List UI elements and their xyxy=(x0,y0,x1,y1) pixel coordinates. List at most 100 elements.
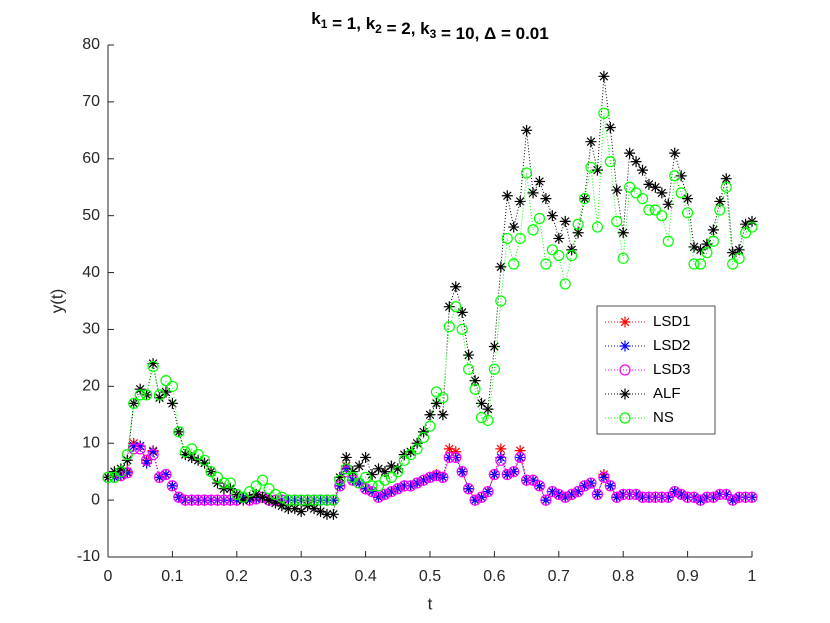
marker xyxy=(392,483,404,495)
marker xyxy=(521,124,533,136)
marker xyxy=(450,301,462,313)
marker xyxy=(211,477,223,489)
marker xyxy=(649,181,661,193)
x-tick-label: 0.2 xyxy=(226,568,248,585)
marker xyxy=(257,491,269,503)
y-tick-label: 70 xyxy=(82,93,100,110)
marker xyxy=(102,471,114,483)
marker xyxy=(475,412,488,424)
marker xyxy=(295,505,307,517)
marker xyxy=(128,440,140,452)
marker xyxy=(463,483,475,495)
series-line xyxy=(108,113,753,501)
marker xyxy=(463,349,475,361)
marker xyxy=(514,232,526,245)
y-tick-label: 60 xyxy=(82,150,100,167)
marker xyxy=(379,466,391,478)
marker xyxy=(385,460,397,472)
marker xyxy=(540,193,552,205)
marker xyxy=(619,412,631,424)
marker xyxy=(617,488,629,501)
marker xyxy=(160,375,172,387)
marker xyxy=(308,503,320,515)
marker xyxy=(211,471,224,483)
marker xyxy=(340,463,352,475)
marker xyxy=(121,454,133,466)
marker xyxy=(115,470,127,482)
marker xyxy=(327,494,339,506)
marker xyxy=(443,443,455,455)
marker xyxy=(688,258,700,270)
legend: LSD1 LSD2 LSD3 ALF NS xyxy=(596,305,716,435)
marker xyxy=(630,156,642,168)
x-tick-label: 0.9 xyxy=(676,568,698,585)
marker xyxy=(154,392,166,404)
y-tick-label: 50 xyxy=(82,207,100,224)
marker xyxy=(533,480,546,492)
marker xyxy=(662,198,674,210)
marker xyxy=(192,449,204,461)
marker xyxy=(733,491,745,503)
marker xyxy=(675,488,687,500)
marker xyxy=(160,386,172,398)
marker xyxy=(643,491,655,503)
marker xyxy=(205,494,217,506)
marker xyxy=(675,170,687,182)
marker xyxy=(643,491,655,503)
marker xyxy=(379,488,391,500)
marker xyxy=(437,471,449,483)
marker xyxy=(347,466,359,478)
marker xyxy=(456,323,468,336)
marker xyxy=(662,235,674,247)
marker xyxy=(559,491,571,503)
marker xyxy=(147,446,159,458)
marker xyxy=(276,500,288,512)
marker xyxy=(520,167,533,179)
marker xyxy=(482,414,494,427)
marker xyxy=(134,443,146,455)
marker xyxy=(424,409,436,421)
marker xyxy=(108,471,121,483)
marker xyxy=(327,508,339,520)
marker xyxy=(553,232,565,244)
legend-label: NS xyxy=(653,409,674,426)
marker xyxy=(289,494,301,506)
marker xyxy=(379,488,391,501)
marker xyxy=(218,483,230,495)
marker xyxy=(385,485,397,498)
marker xyxy=(527,187,539,199)
marker xyxy=(585,161,597,173)
marker xyxy=(746,491,758,503)
marker xyxy=(540,494,552,506)
marker xyxy=(121,467,133,479)
marker xyxy=(256,474,269,486)
marker xyxy=(469,494,481,506)
marker xyxy=(360,451,372,463)
marker xyxy=(347,471,359,483)
marker xyxy=(398,454,410,466)
marker xyxy=(186,443,198,455)
marker xyxy=(540,258,552,270)
marker xyxy=(205,466,217,478)
marker xyxy=(501,190,513,202)
marker xyxy=(231,488,243,500)
marker xyxy=(443,321,455,333)
marker xyxy=(495,451,507,463)
marker xyxy=(269,488,282,501)
marker xyxy=(527,474,539,486)
marker xyxy=(514,445,526,457)
marker xyxy=(688,491,700,503)
legend-label: LSD2 xyxy=(653,337,691,354)
marker xyxy=(385,471,397,483)
marker xyxy=(707,491,719,503)
marker xyxy=(218,494,230,506)
marker xyxy=(533,176,545,188)
marker xyxy=(739,491,752,503)
marker xyxy=(199,494,211,506)
marker xyxy=(372,480,385,492)
marker xyxy=(199,454,211,466)
marker xyxy=(566,488,578,501)
marker xyxy=(134,440,146,452)
marker xyxy=(372,491,385,503)
marker xyxy=(360,471,372,483)
